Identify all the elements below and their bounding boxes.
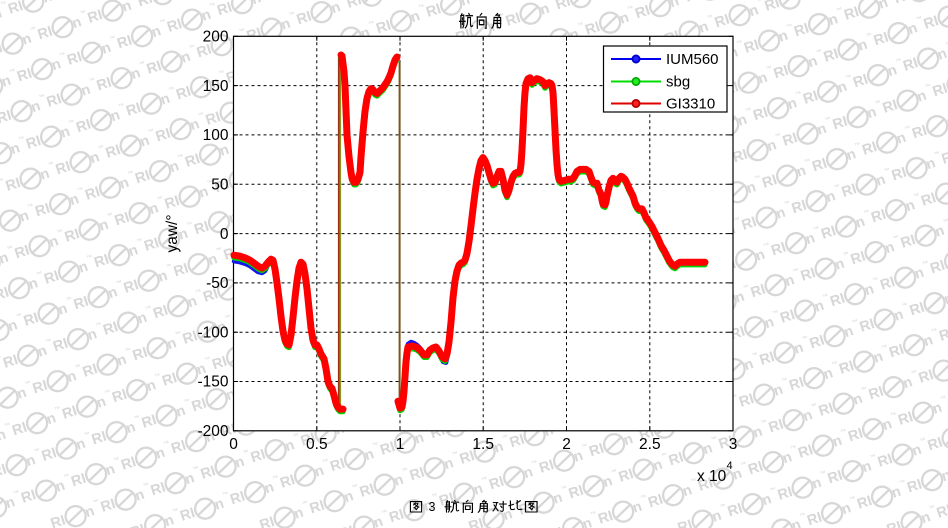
svg-text:2: 2 <box>562 436 571 453</box>
svg-text:0: 0 <box>229 436 238 453</box>
svg-text:150: 150 <box>203 78 229 95</box>
svg-text:3: 3 <box>429 500 436 514</box>
svg-text:IUM560: IUM560 <box>666 51 719 68</box>
svg-text:100: 100 <box>203 127 229 144</box>
svg-text:50: 50 <box>211 176 229 193</box>
svg-text:4: 4 <box>727 460 733 472</box>
svg-text:0: 0 <box>220 226 229 243</box>
svg-text:-100: -100 <box>197 324 228 341</box>
svg-text:yaw/°: yaw/° <box>164 214 181 252</box>
svg-text:sbg: sbg <box>666 74 690 91</box>
svg-text:-50: -50 <box>206 275 229 292</box>
svg-text:0.5: 0.5 <box>306 436 328 453</box>
svg-text:-150: -150 <box>197 374 228 391</box>
svg-text:GI3310: GI3310 <box>666 96 715 113</box>
svg-text:-200: -200 <box>197 423 228 440</box>
svg-text:2.5: 2.5 <box>639 436 661 453</box>
svg-text:200: 200 <box>203 29 229 46</box>
svg-text:1.5: 1.5 <box>472 436 494 453</box>
svg-text:3: 3 <box>729 436 738 453</box>
svg-text:1: 1 <box>396 436 405 453</box>
svg-text:x 10: x 10 <box>697 468 727 485</box>
